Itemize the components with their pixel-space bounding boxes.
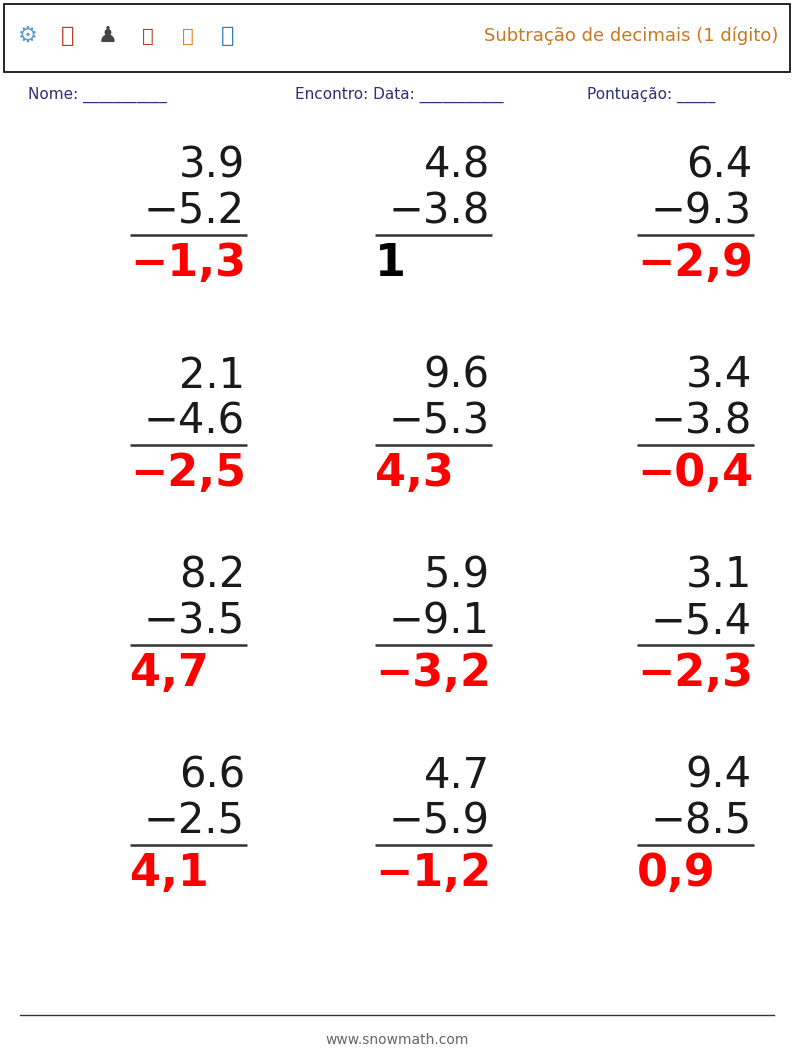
Text: 🔍: 🔍 [61,26,75,46]
Text: www.snowmath.com: www.snowmath.com [326,1033,468,1047]
Text: Subtração de decimais (1 dígito): Subtração de decimais (1 dígito) [484,26,778,45]
Text: −3.5: −3.5 [144,601,245,643]
Text: −1,3: −1,3 [130,242,246,285]
Text: −3,2: −3,2 [375,652,491,695]
Text: ⚙: ⚙ [18,26,38,46]
Text: 6.4: 6.4 [686,145,752,187]
Text: 9.6: 9.6 [424,355,490,397]
Text: ♟: ♟ [98,26,118,46]
FancyBboxPatch shape [4,4,790,72]
Text: −0,4: −0,4 [637,452,754,495]
Text: 3.4: 3.4 [686,355,752,397]
Text: −5.9: −5.9 [389,801,490,843]
Text: −2.5: −2.5 [144,801,245,843]
Text: −1,2: −1,2 [375,852,491,895]
Text: −5.3: −5.3 [389,401,490,443]
Text: Nome: ___________: Nome: ___________ [28,87,167,103]
Text: 4,3: 4,3 [375,452,453,495]
Text: −2,5: −2,5 [130,452,246,495]
Text: 2.1: 2.1 [179,355,245,397]
Text: Pontuação: _____: Pontuação: _____ [587,87,715,103]
Text: −5.2: −5.2 [144,191,245,233]
Text: −9.1: −9.1 [389,601,490,643]
Text: −2,9: −2,9 [637,242,753,285]
Text: 4.8: 4.8 [424,145,490,187]
Text: 📣: 📣 [142,26,154,45]
Text: 4,7: 4,7 [130,652,209,695]
Text: 🔎: 🔎 [222,26,235,46]
Text: 4.7: 4.7 [424,755,490,797]
Text: 8.2: 8.2 [179,555,245,597]
Text: 3.9: 3.9 [179,145,245,187]
Text: 4,1: 4,1 [130,852,209,895]
Text: −9.3: −9.3 [651,191,752,233]
Text: 3.1: 3.1 [686,555,752,597]
Text: 1: 1 [375,242,406,285]
Text: 🔧: 🔧 [182,26,194,45]
Text: −3.8: −3.8 [650,401,752,443]
Text: Encontro: Data: ___________: Encontro: Data: ___________ [295,87,503,103]
Text: −3.8: −3.8 [388,191,490,233]
Text: −5.4: −5.4 [651,601,752,643]
Text: 0,9: 0,9 [637,852,715,895]
Text: −2,3: −2,3 [637,652,753,695]
Text: −4.6: −4.6 [144,401,245,443]
Text: −8.5: −8.5 [651,801,752,843]
Text: 5.9: 5.9 [424,555,490,597]
Text: 6.6: 6.6 [179,755,245,797]
Text: 9.4: 9.4 [686,755,752,797]
